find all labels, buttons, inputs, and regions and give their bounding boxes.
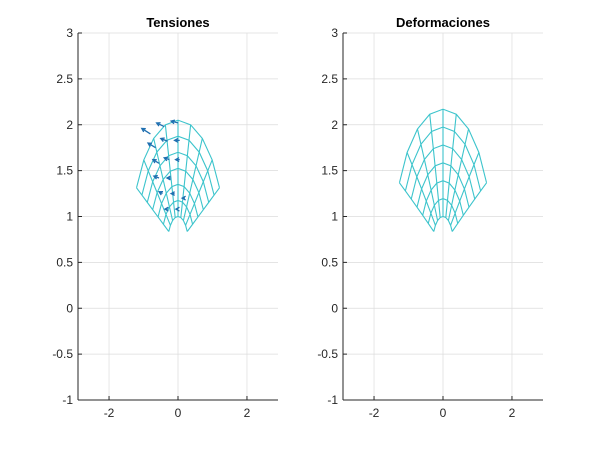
tensiones-stress-arrow-3 — [146, 142, 156, 149]
deformaciones-mesh-radial-6 — [447, 128, 470, 221]
deformaciones-title: Deformaciones — [396, 15, 490, 30]
deformaciones-mesh-radial-2 — [416, 128, 439, 221]
tensiones-mesh-radial-5 — [180, 124, 192, 218]
tensiones-ytick-label-0: -1 — [62, 393, 73, 407]
tensiones-stress-arrow-6 — [140, 127, 151, 135]
tensiones-ytick-label-1: -0.5 — [52, 347, 73, 361]
deformaciones-ytick-label-3: 0.5 — [321, 255, 338, 269]
tensiones-stress-arrow-9 — [152, 174, 160, 180]
deformaciones-mesh-radial-8 — [451, 182, 487, 232]
tensiones-stress-arrow-11 — [157, 191, 164, 196]
tensiones-mesh-radial-3 — [164, 124, 176, 218]
tensiones-stress-arrow-8 — [169, 119, 179, 125]
tensiones-title: Tensiones — [146, 15, 209, 30]
deformaciones-ytick-label-8: 3 — [331, 26, 338, 40]
deformaciones-ytick-label-0: -1 — [327, 393, 338, 407]
tensiones-panel: Tensiones -1 -0.5 0 0.5 1 1.5 2 2.5 3 -2 0 2 — [52, 15, 278, 420]
tensiones-stress-arrow-5 — [173, 137, 180, 143]
tensiones-ytick-label-7: 2.5 — [56, 72, 73, 86]
deformaciones-ytick-label-2: 0 — [331, 301, 338, 315]
tensiones-mesh-radial-7 — [185, 159, 213, 226]
deformaciones-ytick-label-4: 1 — [331, 210, 338, 224]
tensiones-stress-arrow-4 — [159, 137, 168, 143]
tensiones-mesh-radial-1 — [143, 159, 171, 226]
tensiones-ytick-label-4: 1 — [66, 210, 73, 224]
tensiones-ytick-label-8: 3 — [66, 26, 73, 40]
deformaciones-ytick-label-5: 1.5 — [321, 164, 338, 178]
deformaciones-mesh-radial-5 — [445, 114, 457, 218]
tensiones-stress-arrow-0 — [151, 158, 160, 164]
tensiones-stress-arrow-14 — [163, 206, 169, 212]
tensiones-stress-arrow-7 — [155, 122, 165, 128]
deformaciones-ytick-label-6: 2 — [331, 118, 338, 132]
deformaciones-ytick-label-1: -0.5 — [317, 347, 338, 361]
deformaciones-panel: Deformaciones -1 -0.5 0 0.5 1 1.5 2 2.5 3 -2 0 2 — [317, 15, 543, 420]
tensiones-stress-arrow-12 — [169, 191, 175, 197]
tensiones-xtick-label-2: 2 — [244, 406, 251, 420]
tensiones-ytick-label-3: 0.5 — [56, 255, 73, 269]
deformaciones-ytick-label-7: 2.5 — [321, 72, 338, 86]
deformaciones-xtick-label-1: 0 — [440, 406, 447, 420]
tensiones-ytick-label-2: 0 — [66, 301, 73, 315]
tensiones-mesh-radial-0 — [136, 187, 170, 232]
tensiones-mesh-radial-2 — [153, 138, 174, 221]
deformaciones-mesh-radial-7 — [450, 152, 480, 226]
tensiones-stress-arrow-1 — [162, 156, 170, 162]
deformaciones-xtick-label-0: -2 — [369, 406, 380, 420]
tensiones-mesh-radial-8 — [186, 187, 220, 232]
tensiones-xtick-label-1: 0 — [175, 406, 182, 420]
tensiones-stress-arrow-2 — [174, 157, 180, 163]
tensiones-xtick-label-0: -2 — [104, 406, 115, 420]
tensiones-stress-arrow-10 — [165, 175, 172, 181]
tensiones-mesh-radial-6 — [182, 138, 203, 221]
deformaciones-mesh-radial-0 — [399, 182, 435, 232]
tensiones-stress-arrow-15 — [174, 206, 180, 212]
deformaciones-mesh-radial-1 — [406, 152, 436, 226]
tensiones-ytick-label-6: 2 — [66, 118, 73, 132]
deformaciones-xtick-label-2: 2 — [509, 406, 516, 420]
tensiones-ytick-label-5: 1.5 — [56, 164, 73, 178]
deformaciones-mesh-radial-3 — [429, 114, 441, 218]
tensiones-stress-arrow-13 — [180, 195, 186, 201]
